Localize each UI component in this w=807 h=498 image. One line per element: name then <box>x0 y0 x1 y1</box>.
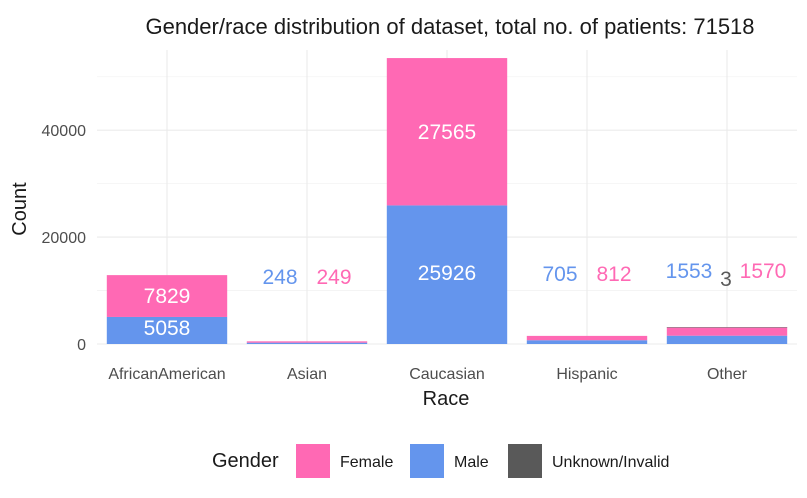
data-labels: 7829 5058 248 249 27565 25926 705 812 1553 3 1570 <box>144 121 787 340</box>
data-label-hispanic-male: 705 <box>542 263 577 286</box>
bar-other-unknown-invalid <box>666 327 788 328</box>
x-tick-label-other: Other <box>707 366 748 383</box>
legend: Gender Female Male Unknown/Invalid <box>212 444 669 478</box>
data-label-caucasian-female: 27565 <box>418 121 476 144</box>
y-tick-label: 20000 <box>42 230 87 247</box>
bar-other-female <box>666 327 788 336</box>
data-label-hispanic-female: 812 <box>596 263 631 286</box>
x-tick-label-caucasian: Caucasian <box>409 366 485 383</box>
y-tick-label: 0 <box>77 337 86 354</box>
bars <box>106 58 788 344</box>
data-label-asian-male: 248 <box>262 266 297 289</box>
data-label-asian-female: 249 <box>316 266 351 289</box>
legend-label-female: Female <box>340 454 393 471</box>
legend-title: Gender <box>212 450 279 472</box>
bar-hispanic-female <box>526 335 648 341</box>
legend-swatch-female <box>296 444 330 478</box>
x-axis-title: Race <box>423 388 470 410</box>
x-tick-label-hispanic: Hispanic <box>556 366 617 383</box>
legend-swatch-male <box>410 444 444 478</box>
legend-label-male: Male <box>454 454 489 471</box>
data-label-other-female: 1570 <box>740 260 787 283</box>
x-tick-label-africanamerican: AfricanAmerican <box>108 366 225 383</box>
legend-swatch-unknown-invalid <box>508 444 542 478</box>
bar-caucasian-male <box>386 205 508 344</box>
bar-other-male <box>666 335 788 344</box>
data-label-other-unknown-invalid: 3 <box>720 268 732 291</box>
y-tick-label: 40000 <box>42 123 87 140</box>
legend-label-unknown-invalid: Unknown/Invalid <box>552 454 669 471</box>
data-label-caucasian-male: 25926 <box>418 262 476 285</box>
y-axis-title: Count <box>9 182 31 236</box>
bar-africanamerican-male <box>106 316 228 344</box>
data-label-other-male: 1553 <box>666 260 713 283</box>
y-axis-ticks: 0 20000 40000 <box>42 123 87 354</box>
bar-asian-male <box>246 342 368 344</box>
bar-asian-female <box>246 341 368 343</box>
data-label-africanamerican-male: 5058 <box>144 317 191 340</box>
chart-title: Gender/race distribution of dataset, tot… <box>145 14 754 39</box>
bar-africanamerican-female <box>106 275 228 317</box>
bar-caucasian-female <box>386 58 508 206</box>
x-tick-label-asian: Asian <box>287 366 327 383</box>
data-label-africanamerican-female: 7829 <box>144 285 191 308</box>
bar-hispanic-male <box>526 340 648 344</box>
x-axis-ticks: AfricanAmerican Asian Caucasian Hispanic Oth… <box>108 366 747 383</box>
